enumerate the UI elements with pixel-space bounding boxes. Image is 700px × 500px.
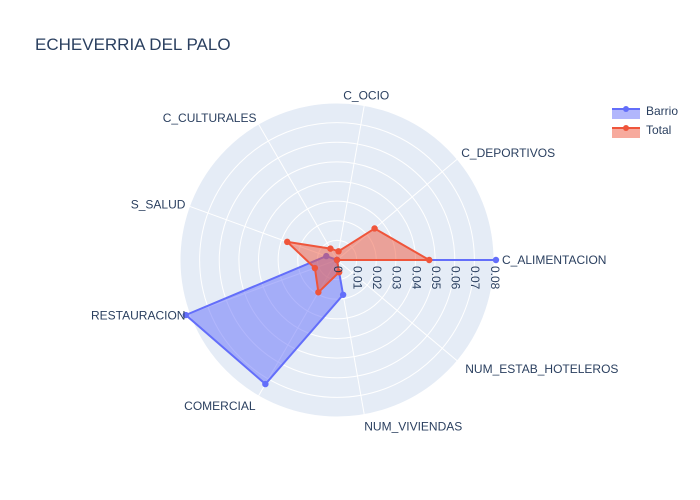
legend[interactable]: Barrio Total bbox=[612, 104, 678, 138]
legend-item-barrio[interactable]: Barrio bbox=[612, 104, 678, 119]
category-label: COMERCIAL bbox=[184, 399, 256, 413]
data-point[interactable] bbox=[371, 225, 378, 232]
radial-tick-label: 0.03 bbox=[390, 266, 404, 290]
legend-swatch bbox=[612, 128, 640, 138]
legend-label: Barrio bbox=[646, 104, 678, 118]
legend-item-total[interactable]: Total bbox=[612, 123, 671, 138]
radial-tick-label: 0.07 bbox=[468, 266, 482, 290]
radial-tick-label: 0.06 bbox=[449, 266, 463, 290]
radial-tick-labels: 0 0.01 0.02 0.03 0.04 0.05 0.06 0.07 0.08 bbox=[331, 266, 502, 290]
legend-marker bbox=[623, 125, 629, 131]
data-point[interactable] bbox=[492, 256, 500, 264]
radial-tick-label: 0.05 bbox=[429, 266, 443, 290]
category-label: S_SALUD bbox=[131, 197, 186, 211]
series-layer bbox=[182, 225, 500, 388]
category-label: RESTAURACION bbox=[91, 309, 185, 323]
category-label: C_ALIMENTACION bbox=[502, 253, 606, 267]
data-point[interactable] bbox=[182, 311, 189, 319]
grid-spoke bbox=[336, 105, 365, 261]
data-point[interactable] bbox=[262, 380, 269, 388]
grid-spoke bbox=[336, 259, 458, 362]
data-point[interactable] bbox=[315, 289, 322, 296]
legend-swatch bbox=[612, 109, 640, 119]
radial-tick-label: 0.02 bbox=[370, 266, 384, 290]
data-point[interactable] bbox=[426, 256, 433, 264]
category-labels: C_ALIMENTACION C_DEPORTIVOS C_OCIO C_CULTUR… bbox=[91, 88, 618, 433]
radial-tick-label: 0.08 bbox=[488, 266, 502, 290]
data-point[interactable] bbox=[311, 264, 319, 272]
radial-tick-label: 0.01 bbox=[350, 266, 364, 290]
radial-tick-label: 0 bbox=[331, 266, 345, 273]
series-area bbox=[284, 227, 433, 295]
data-point[interactable] bbox=[335, 248, 342, 255]
category-label: C_DEPORTIVOS bbox=[461, 146, 555, 160]
data-point[interactable] bbox=[333, 256, 341, 264]
data-point[interactable] bbox=[339, 291, 347, 298]
category-label: C_OCIO bbox=[343, 88, 389, 102]
legend-label: Total bbox=[646, 123, 671, 137]
category-label: C_CULTURALES bbox=[163, 111, 257, 125]
data-point[interactable] bbox=[327, 245, 334, 252]
category-label: NUM_VIVIENDAS bbox=[364, 420, 462, 434]
data-point[interactable] bbox=[284, 238, 291, 246]
category-label: NUM_ESTAB_HOTELEROS bbox=[465, 362, 618, 376]
chart-title: ECHEVERRIA DEL PALO bbox=[35, 35, 231, 54]
series-total bbox=[284, 225, 433, 296]
grid-spoke bbox=[258, 123, 338, 261]
radial-tick-label: 0.04 bbox=[409, 266, 423, 290]
legend-marker bbox=[623, 106, 629, 112]
data-point[interactable] bbox=[335, 268, 343, 276]
